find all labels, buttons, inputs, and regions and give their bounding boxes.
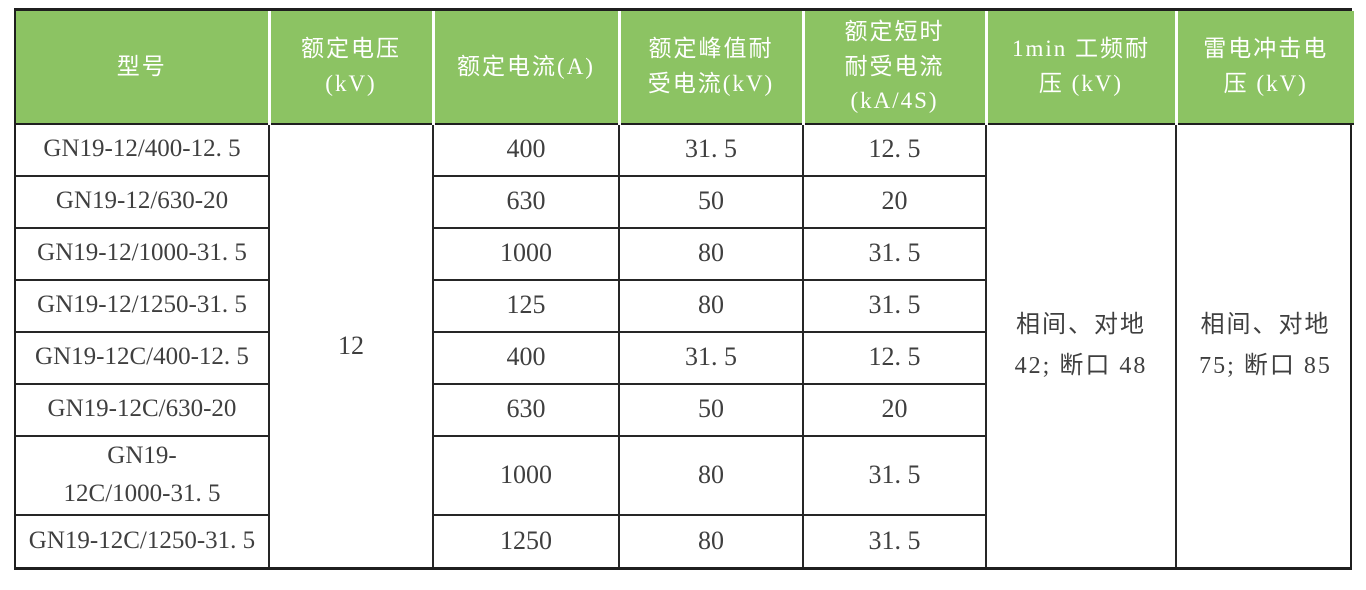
header-model: 型号	[16, 11, 269, 125]
spec-table-container: 型号 额定电压 (kV) 额定电流(A) 额定峰值耐 受电流(kV) 额定短时 …	[14, 8, 1354, 570]
short-time-current-cell: 12. 5	[802, 122, 987, 177]
table-row: GN19-12/630-20 630 50 20	[16, 174, 1354, 229]
peak-current-cell: 50	[618, 174, 804, 229]
rated-voltage-cell: 12	[268, 122, 434, 567]
model-cell: GN19-12/400-12. 5	[16, 122, 270, 177]
table-row: GN19-12C/400-12. 5 400 31. 5 12. 5	[16, 330, 1354, 385]
model-cell: GN19-12/1250-31. 5	[16, 278, 270, 333]
header-lightning-impulse: 雷电冲击电 压 (kV)	[1174, 11, 1354, 125]
spec-table: 型号 额定电压 (kV) 额定电流(A) 额定峰值耐 受电流(kV) 额定短时 …	[16, 11, 1354, 567]
table-row: GN19-12C/1250-31. 5 1250 80 31. 5	[16, 514, 1354, 567]
peak-current-cell: 31. 5	[618, 330, 804, 385]
rated-current-cell: 400	[432, 330, 620, 385]
rated-current-cell: 630	[432, 382, 620, 437]
table-row: GN19-12/400-12. 5 12 400 31. 5 12. 5 相间、…	[16, 122, 1354, 567]
header-rated-current: 额定电流(A)	[431, 11, 619, 125]
short-time-current-cell: 31. 5	[802, 514, 986, 567]
rated-current-cell: 1000	[432, 226, 620, 281]
header-short-time-withstand-current: 额定短时 耐受电流 (kA/4S)	[801, 11, 986, 125]
short-time-current-cell: 31. 5	[802, 278, 986, 333]
table-row: GN19-12/1000-31. 5 1000 80 31. 5	[16, 226, 1354, 281]
rated-current-cell: 630	[432, 174, 620, 229]
rated-current-cell: 1250	[432, 514, 620, 567]
header-power-frequency-withstand: 1min 工频耐 压 (kV)	[984, 11, 1176, 125]
header-row: 型号 额定电压 (kV) 额定电流(A) 额定峰值耐 受电流(kV) 额定短时 …	[16, 11, 1354, 125]
rated-current-cell: 125	[432, 278, 620, 333]
model-cell: GN19- 12C/1000-31. 5	[16, 434, 270, 516]
header-rated-voltage: 额定电压 (kV)	[267, 11, 433, 125]
header-peak-withstand-current: 额定峰值耐 受电流(kV)	[617, 11, 803, 125]
short-time-current-cell: 31. 5	[802, 434, 986, 516]
power-frequency-withstand-cell: 相间、对地 42; 断口 48	[985, 122, 1177, 567]
lightning-impulse-cell: 相间、对地 75; 断口 85	[1175, 122, 1354, 567]
rated-current-cell: 1000	[432, 434, 620, 516]
model-cell: GN19-12C/630-20	[16, 382, 270, 437]
model-cell: GN19-12/1000-31. 5	[16, 226, 270, 281]
short-time-current-cell: 20	[802, 382, 986, 437]
rated-current-cell: 400	[432, 122, 620, 177]
model-cell: GN19-12/630-20	[16, 174, 270, 229]
model-cell: GN19-12C/400-12. 5	[16, 330, 270, 385]
table-row: GN19- 12C/1000-31. 5 1000 80 31. 5	[16, 434, 1354, 516]
short-time-current-cell: 31. 5	[802, 226, 986, 281]
peak-current-cell: 50	[618, 382, 804, 437]
peak-current-cell: 31. 5	[618, 122, 804, 177]
short-time-current-cell: 20	[802, 174, 986, 229]
table-row: GN19-12/1250-31. 5 125 80 31. 5	[16, 278, 1354, 333]
peak-current-cell: 80	[618, 278, 804, 333]
peak-current-cell: 80	[618, 434, 804, 516]
peak-current-cell: 80	[618, 226, 804, 281]
peak-current-cell: 80	[618, 514, 804, 567]
table-row: GN19-12C/630-20 630 50 20	[16, 382, 1354, 437]
model-cell: GN19-12C/1250-31. 5	[16, 514, 270, 567]
short-time-current-cell: 12. 5	[802, 330, 986, 385]
